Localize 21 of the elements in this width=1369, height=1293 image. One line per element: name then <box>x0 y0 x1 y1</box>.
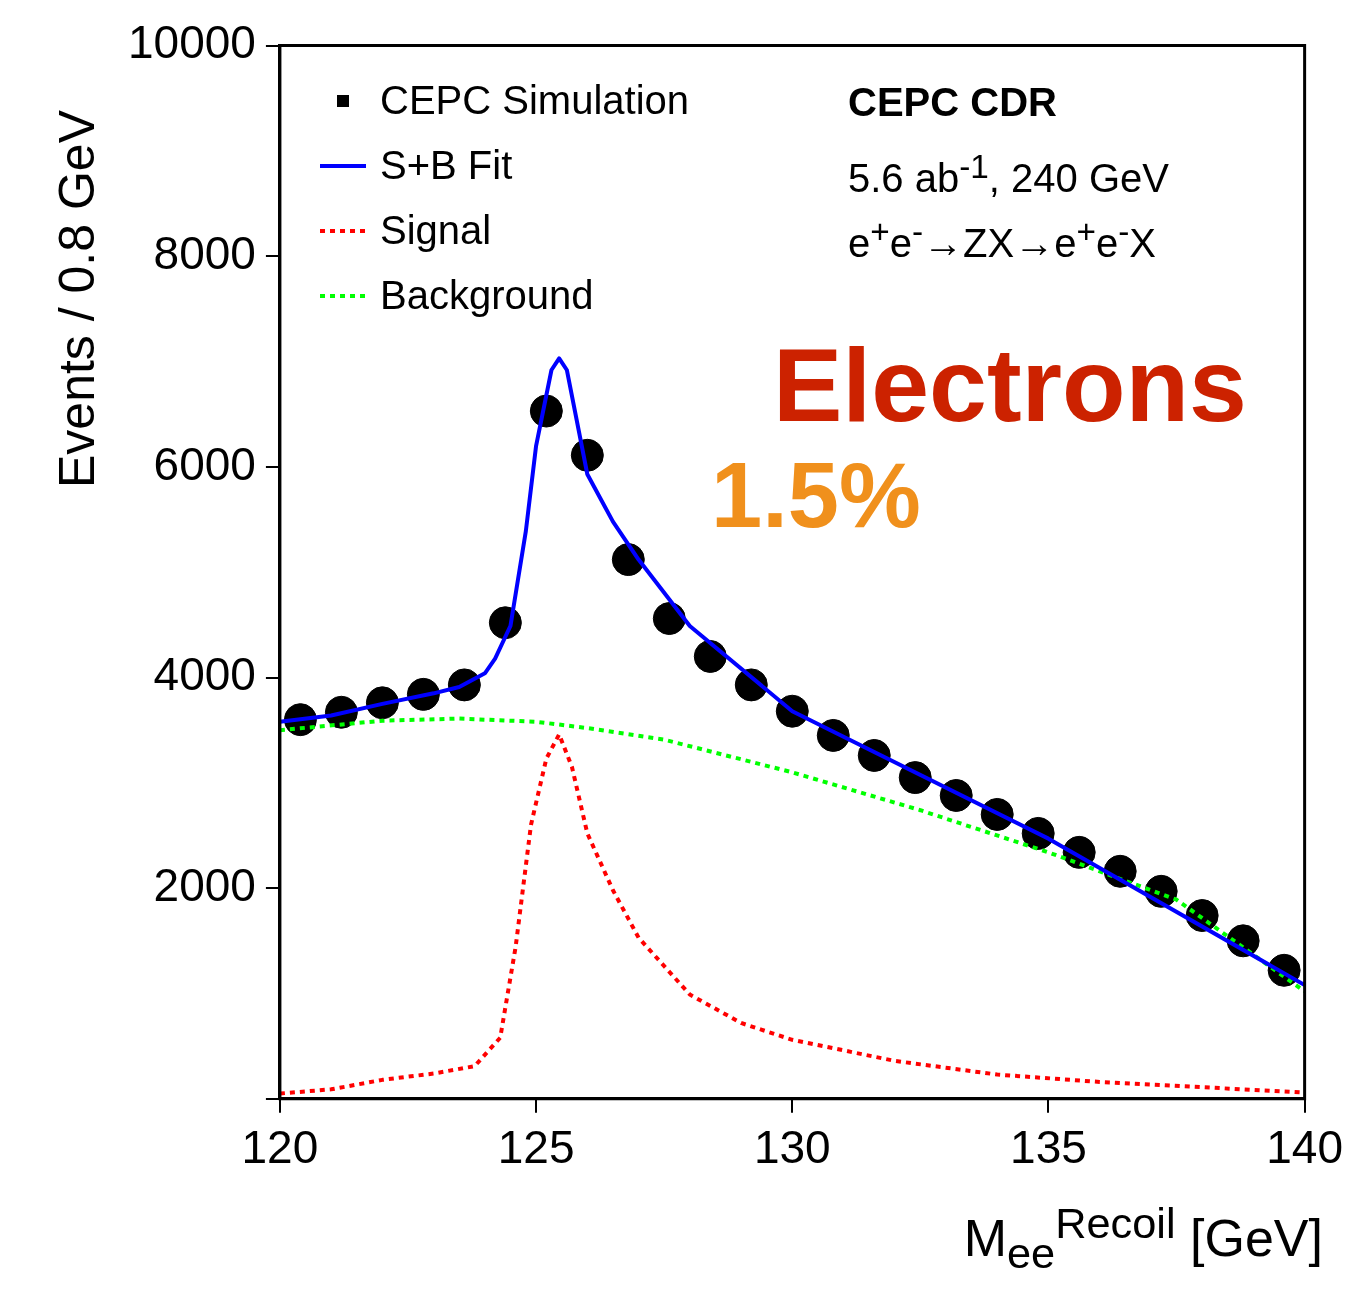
legend-label: Signal <box>380 208 492 253</box>
y-tick-label: 6000 <box>153 437 256 490</box>
y-tick-label: 8000 <box>153 226 256 279</box>
x-tick-label: 140 <box>1266 1121 1343 1174</box>
text: e$^{+}$e$^{-}$→ZX→e$^{+}$e$^{-}$X <box>848 213 1156 266</box>
annotation: CEPC CDR <box>848 80 1057 125</box>
x-axis-title: M$_{ee}$$^{Recoil}$ [GeV] <box>963 1199 1323 1278</box>
x-tick-label: 135 <box>1010 1121 1087 1174</box>
annotation: Electrons <box>773 326 1247 445</box>
y-tick-label: 4000 <box>153 648 256 701</box>
legend-label: S+B Fit <box>380 143 513 188</box>
x-tick-label: 120 <box>241 1121 319 1174</box>
y-tick-label: 10000 <box>127 16 256 69</box>
annotation: 5.6 ab$^{-1}$, 240 GeV <box>848 148 1169 202</box>
y-axis-title: Events / 0.8 GeV <box>48 110 106 488</box>
legend-label: CEPC Simulation <box>380 78 690 123</box>
y-tick-label: 2000 <box>153 858 256 911</box>
x-tick-label: 130 <box>753 1121 831 1174</box>
x-tick-label: 125 <box>497 1121 575 1174</box>
annotation: 1.5% <box>711 443 921 548</box>
legend-label: Background <box>380 273 594 318</box>
